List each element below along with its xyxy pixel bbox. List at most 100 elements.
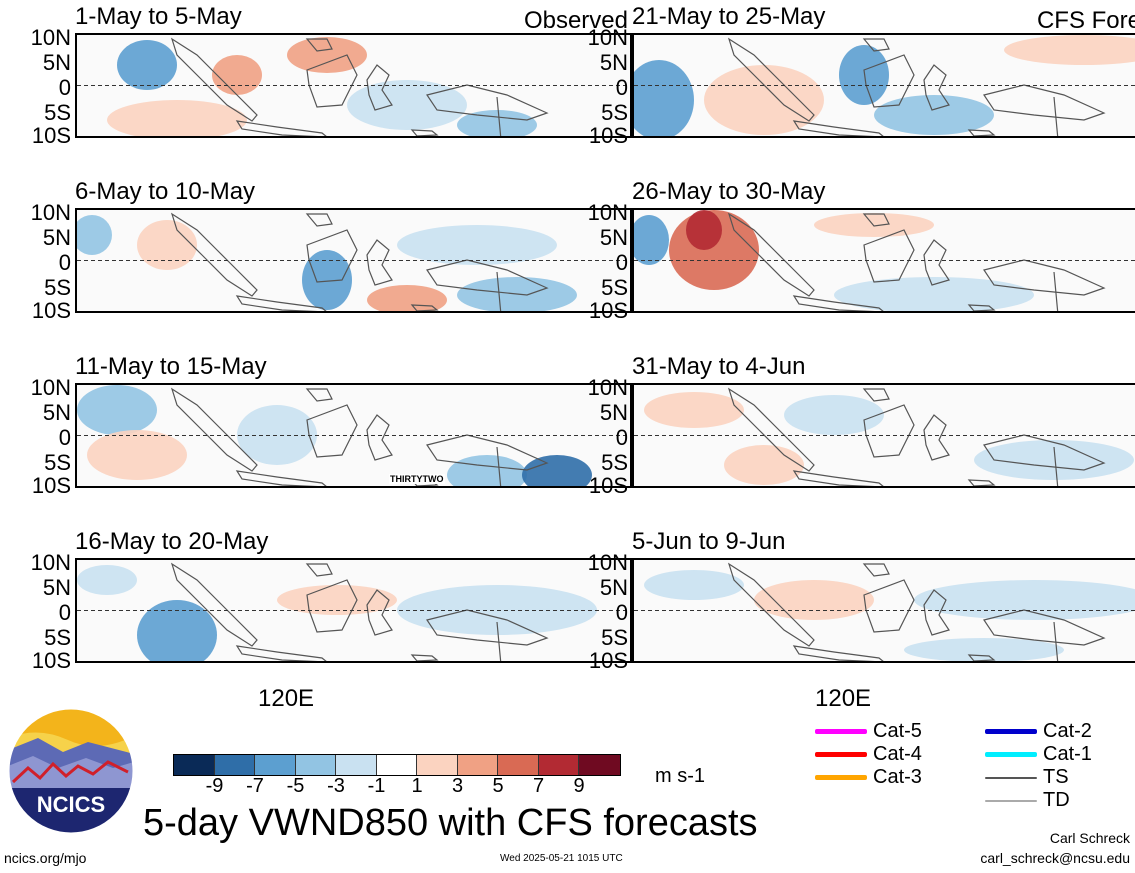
lat-label: 5S	[601, 450, 628, 475]
anomaly-contour	[137, 600, 217, 661]
anomaly-contour	[287, 37, 367, 73]
anomaly-contour	[974, 440, 1134, 480]
logo-text: NCICS	[37, 792, 105, 817]
footer-email[interactable]: carl_schreck@ncsu.edu	[980, 850, 1130, 866]
legend-label: TS	[1043, 766, 1069, 788]
panel-title: 26-May to 30-May	[632, 178, 826, 205]
lat-label: 10N	[587, 25, 628, 50]
legend-item: Cat-5	[815, 720, 922, 743]
colorbar-ticks: -9 -7 -5 -3 -1 1 3 5 7 9	[173, 775, 628, 799]
legend-label: Cat-5	[873, 720, 922, 742]
map-panel-8: 5-Jun to 9-Jun	[632, 528, 1135, 703]
colorbar	[173, 754, 621, 776]
colorbar-swatch	[538, 755, 579, 775]
lat-label: 0	[58, 75, 71, 100]
coastline	[305, 213, 333, 227]
footer-author: Carl Schreck	[1049, 830, 1130, 846]
lat-label: 5N	[42, 225, 71, 250]
lat-label: 5N	[42, 50, 71, 75]
lat-label: 10S	[31, 123, 71, 148]
coastline	[235, 295, 327, 311]
panel-title: 16-May to 20-May	[75, 528, 269, 555]
legend-item: Cat-3	[815, 766, 922, 789]
coastline	[235, 120, 327, 136]
colorbar-swatch	[417, 755, 458, 775]
anomaly-contour	[77, 565, 137, 595]
coastline	[305, 38, 333, 52]
coastline	[366, 239, 393, 286]
coastline	[366, 414, 393, 461]
panel-corner-label: Observed	[523, 7, 628, 34]
lat-label: 5N	[599, 400, 628, 425]
lat-label: 5S	[44, 100, 71, 125]
lat-label: 5N	[599, 575, 628, 600]
legend-label: Cat-1	[1043, 743, 1092, 765]
anomaly-contour	[117, 40, 177, 90]
lon-label-left: 120E	[258, 685, 315, 712]
coastline	[862, 388, 890, 402]
map-panel-7: 16-May to 20-May	[75, 528, 632, 703]
colorbar-tick-label: 3	[451, 775, 464, 797]
vwnd-map	[75, 208, 632, 313]
panel-title: 21-May to 25-May	[632, 3, 826, 30]
legend-label: Cat-2	[1043, 720, 1092, 742]
lat-label: 5S	[601, 100, 628, 125]
lat-label: 5S	[601, 275, 628, 300]
coastline	[862, 38, 890, 52]
anomaly-contour	[522, 455, 592, 486]
colorbar-swatch	[457, 755, 498, 775]
lat-label: 5S	[44, 275, 71, 300]
map-panel-5: 11-May to 15-May THIRTYTWO	[75, 353, 632, 528]
lat-label: 10S	[588, 123, 628, 148]
coastline	[792, 470, 884, 486]
coastline	[496, 271, 502, 311]
coastline	[1053, 446, 1059, 486]
lat-label: 0	[615, 75, 628, 100]
coastline	[923, 239, 950, 286]
colorbar-swatch	[255, 755, 296, 775]
main-title: 5-day VWND850 with CFS forecasts	[143, 802, 758, 844]
panel-title: 5-Jun to 9-Jun	[632, 528, 786, 555]
colorbar-swatch	[174, 755, 215, 775]
coastline	[727, 562, 815, 647]
lat-label: 0	[615, 425, 628, 450]
lat-label: 10S	[31, 298, 71, 323]
coastline	[426, 609, 549, 646]
panel-title: 11-May to 15-May	[75, 353, 267, 380]
anomaly-contour	[634, 215, 669, 265]
anomaly-contour	[1004, 35, 1135, 65]
coastline	[727, 212, 815, 297]
legend-label: TD	[1043, 789, 1070, 811]
panel-title: 6-May to 10-May	[75, 178, 256, 205]
anomaly-contour	[137, 220, 197, 270]
lat-label: 0	[58, 250, 71, 275]
coastline	[923, 64, 950, 111]
coastline	[967, 129, 996, 136]
anomaly-contour	[212, 55, 262, 95]
map-panel-6: 31-May to 4-Jun	[632, 353, 1135, 528]
coastline	[170, 387, 258, 472]
anomaly-contour	[87, 430, 187, 480]
lat-label: 10N	[30, 375, 71, 400]
colorbar-tick-label: -1	[367, 775, 386, 797]
vwnd-map: THIRTYTWO	[75, 383, 632, 488]
lat-label: 10N	[30, 550, 71, 575]
footer-url[interactable]: ncics.org/mjo	[4, 850, 87, 866]
coastline	[305, 388, 333, 402]
anomaly-contour	[754, 580, 874, 620]
anomaly-contour	[77, 215, 112, 255]
lat-label: 5N	[42, 575, 71, 600]
lat-label: 10S	[31, 473, 71, 498]
legend-item: Cat-1	[985, 743, 1092, 766]
vwnd-map	[632, 33, 1135, 138]
legend-swatch	[815, 729, 867, 734]
lat-label: 0	[615, 600, 628, 625]
colorbar-swatch	[376, 755, 417, 775]
map-panel-3: 6-May to 10-May	[75, 178, 632, 353]
colorbar-swatch	[336, 755, 377, 775]
legend-swatch	[985, 776, 1037, 779]
colorbar-swatch	[498, 755, 539, 775]
coastline	[305, 563, 333, 577]
coastline	[792, 645, 884, 661]
coastline	[863, 579, 915, 633]
